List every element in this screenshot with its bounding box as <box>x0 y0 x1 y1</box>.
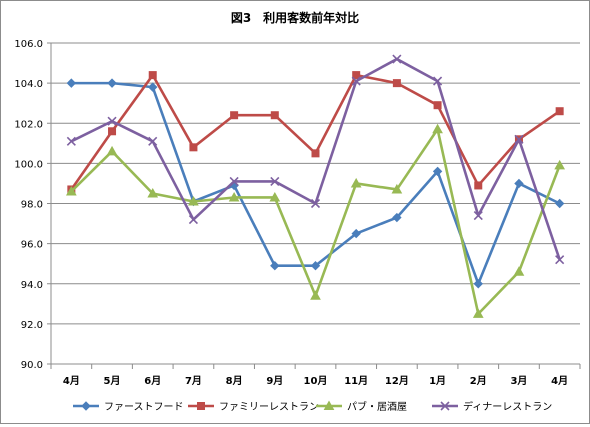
data-point <box>352 71 361 80</box>
data-point <box>270 260 280 271</box>
legend-label: ファーストフード <box>104 402 184 413</box>
x-tick-label: 8月 <box>226 375 243 387</box>
chart-title: 図3 利用客数前年対比 <box>231 10 359 25</box>
data-point <box>108 127 117 136</box>
data-point <box>350 177 362 188</box>
series-line <box>70 73 561 191</box>
data-point <box>66 78 77 88</box>
data-point <box>270 111 279 120</box>
x-tick-label: 6月 <box>144 375 161 387</box>
x-tick-label: 10月 <box>304 375 328 387</box>
data-point <box>473 210 483 221</box>
data-point <box>229 176 239 186</box>
legend-label: ファミリーレストラン <box>219 401 319 413</box>
data-point <box>65 185 77 196</box>
series-2 <box>67 71 564 194</box>
data-point <box>148 82 158 92</box>
x-axis: 4月 5月 6月 7月 8月 9月 10月 11月 12月 1月 2月 3月 4月 <box>50 363 581 387</box>
legend-marker <box>440 401 450 411</box>
legend-marker <box>323 400 335 410</box>
x-tick-label: 9月 <box>266 375 283 387</box>
y-tick-label: 90.0 <box>21 360 43 371</box>
y-tick-label: 98.0 <box>21 200 43 211</box>
data-point <box>106 145 118 156</box>
data-point <box>392 54 402 64</box>
data-point <box>351 228 361 239</box>
series-1 <box>66 78 565 289</box>
x-tick-label: 4月 <box>63 375 80 387</box>
data-point <box>107 78 117 88</box>
y-tick-label: 104.0 <box>14 79 43 90</box>
legend-marker <box>81 401 91 411</box>
y-axis: 90.0 92.0 94.0 96.0 98.0 100.0 102.0 104.0 106.0 <box>14 39 52 371</box>
legend-item: ファーストフード <box>73 401 184 413</box>
data-point <box>514 134 524 144</box>
data-point <box>392 212 402 223</box>
data-point <box>188 214 198 225</box>
data-point <box>269 191 281 202</box>
legend-marker <box>197 402 205 410</box>
data-point <box>555 107 564 116</box>
legend-label: ディナーレストラン <box>463 400 552 413</box>
data-point <box>514 178 524 189</box>
data-point <box>474 181 483 190</box>
x-tick-label: 1月 <box>429 375 446 387</box>
x-tick-label: 12月 <box>385 375 409 387</box>
data-point <box>433 101 442 110</box>
series-3 <box>65 123 566 318</box>
data-point <box>351 76 361 86</box>
y-tick-label: 96.0 <box>21 240 43 251</box>
y-tick-label: 92.0 <box>21 320 43 331</box>
data-point <box>230 111 239 120</box>
data-point <box>228 191 240 202</box>
data-point <box>432 166 443 177</box>
data-point <box>148 71 157 80</box>
y-tick-label: 94.0 <box>21 280 43 291</box>
x-tick-label: 3月 <box>510 375 527 387</box>
gridlines <box>51 42 580 325</box>
data-point <box>554 198 565 209</box>
data-point <box>189 143 198 152</box>
data-point <box>432 123 443 134</box>
data-point <box>107 116 117 126</box>
series-line <box>70 57 561 261</box>
data-point <box>433 76 443 86</box>
y-tick-label: 106.0 <box>14 39 43 50</box>
data-point <box>188 195 199 206</box>
data-point <box>310 198 321 209</box>
data-point <box>472 308 484 318</box>
data-point <box>392 79 401 88</box>
data-point <box>555 255 565 265</box>
data-point <box>473 279 483 289</box>
legend: ファーストフード ファミリーレストラン パブ・居酒屋 ディナーレストラン <box>73 400 552 413</box>
legend-item: ファミリーレストラン <box>188 401 319 413</box>
data-point <box>310 290 321 300</box>
x-tick-label: 5月 <box>104 375 121 387</box>
x-tick-label: 7月 <box>185 375 202 387</box>
data-point <box>554 159 566 170</box>
legend-item: パブ・居酒屋 <box>316 400 407 413</box>
legend-label: パブ・居酒屋 <box>347 400 407 413</box>
data-point <box>148 136 158 146</box>
series-layer <box>65 54 566 318</box>
data-point <box>391 183 403 194</box>
data-point <box>513 266 525 276</box>
data-point <box>310 260 321 271</box>
data-point <box>66 136 76 146</box>
x-tick-label: 11月 <box>344 375 368 387</box>
y-tick-label: 102.0 <box>14 119 43 130</box>
legend-item: ディナーレストラン <box>432 400 552 413</box>
x-tick-label: 4月 <box>551 375 568 387</box>
x-tick-label: 2月 <box>470 375 487 387</box>
data-point <box>147 187 159 198</box>
data-point <box>311 149 320 158</box>
y-tick-label: 100.0 <box>14 159 43 170</box>
data-point <box>270 176 280 186</box>
series-4 <box>66 54 565 265</box>
